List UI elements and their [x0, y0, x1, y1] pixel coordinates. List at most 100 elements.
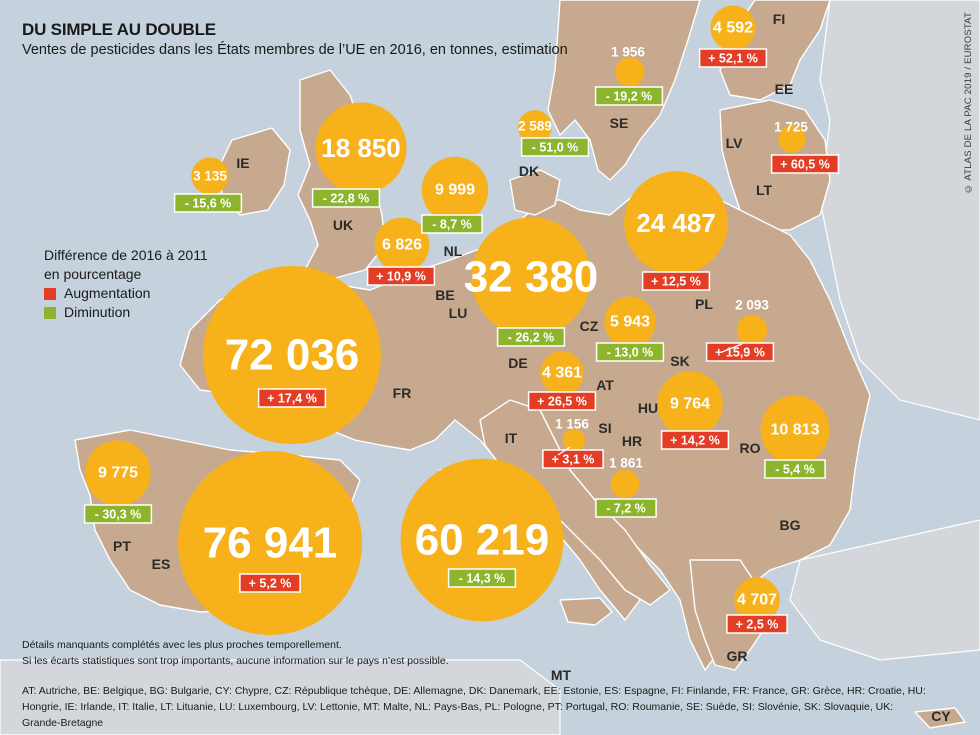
country-code-mt: MT — [551, 667, 572, 683]
notes: Détails manquants complétés avec les plu… — [22, 637, 449, 669]
change-label-cz: - 13,0 % — [607, 346, 654, 360]
country-code-lv: LV — [726, 135, 744, 151]
change-badge-layer: + 5,2 % + 17,4 % - 14,3 % - 26,2 % + 12,5 % -… — [83, 48, 840, 634]
country-code-pt: PT — [113, 538, 131, 554]
bubble-ie — [191, 157, 229, 195]
change-badge-se — [594, 86, 664, 106]
country-code-it: IT — [505, 430, 518, 446]
land-turkey — [789, 519, 980, 661]
value-label-pl: 24 487 — [636, 208, 716, 238]
change-label-uk: - 22,8 % — [323, 192, 370, 206]
land-east — [819, 0, 980, 421]
country-code-fi: FI — [773, 11, 785, 27]
source-credit: © ATLAS DE LA PAC 2019 / EUROSTAT — [963, 12, 974, 195]
change-badge-ro — [764, 459, 826, 479]
change-label-de: - 26,2 % — [508, 331, 555, 345]
legend-item-decrease: Diminution — [44, 303, 208, 322]
land-cyprus — [914, 707, 966, 729]
bubble-lt — [778, 125, 806, 153]
value-label-be: 6 826 — [382, 237, 422, 254]
change-badge-nl — [421, 214, 483, 234]
change-badge-gr — [726, 614, 788, 634]
country-code-cz: CZ — [580, 318, 599, 334]
change-label-es: + 5,2 % — [249, 577, 292, 591]
legend-label-increase: Augmentation — [64, 285, 151, 301]
leader-line-1 — [557, 446, 571, 456]
country-code-de: DE — [508, 355, 527, 371]
value-label-pt: 9 775 — [98, 465, 138, 482]
value-label-ie: 3 135 — [193, 169, 227, 184]
country-code-ro: RO — [740, 440, 761, 456]
bubble-be — [374, 217, 430, 273]
bubble-fr — [203, 266, 381, 444]
value-label-at: 4 361 — [542, 365, 582, 382]
value-label-ro: 10 813 — [771, 422, 820, 439]
country-code-si: SI — [598, 420, 611, 436]
decrease-swatch — [44, 306, 56, 319]
change-badge-at — [527, 391, 597, 411]
bubble-nl — [421, 156, 489, 224]
change-label-nl: - 8,7 % — [432, 218, 472, 232]
value-label-hr: 1 861 — [609, 456, 643, 471]
change-badge-sk — [705, 342, 775, 362]
country-code-dk: DK — [519, 163, 539, 179]
note-line-2: Si les écarts statistiques sont trop imp… — [22, 655, 449, 667]
change-label-pt: - 30,3 % — [95, 508, 142, 522]
note-line-1: Détails manquants complétés avec les plu… — [22, 639, 342, 651]
change-label-hu: + 14,2 % — [670, 434, 720, 448]
value-label-nl: 9 999 — [435, 182, 475, 199]
country-code-pl: PL — [695, 296, 713, 312]
change-label-be: + 10,9 % — [376, 270, 426, 284]
value-label-uk: 18 850 — [321, 133, 401, 163]
change-badge-pt — [83, 504, 153, 524]
legend: Différence de 2016 à 2011 en pourcentage… — [44, 246, 208, 322]
value-label-dk: 2 589 — [518, 119, 552, 134]
bubble-sk — [736, 314, 768, 346]
bubble-it — [400, 458, 564, 622]
change-label-ie: - 15,6 % — [185, 197, 232, 211]
change-badge-es — [239, 573, 301, 593]
change-badge-de — [496, 327, 566, 347]
country-code-sk: SK — [670, 353, 689, 369]
country-code-se: SE — [610, 115, 629, 131]
bubble-ro — [760, 395, 830, 465]
change-badge-be — [366, 266, 436, 286]
change-label-it: - 14,3 % — [459, 572, 506, 586]
leader-line-0 — [721, 343, 743, 353]
change-label-ro: - 5,4 % — [775, 463, 815, 477]
bubble-de — [471, 217, 591, 337]
value-label-sk: 2 093 — [735, 298, 769, 313]
change-badge-pl — [641, 271, 711, 291]
change-label-gr: + 2,5 % — [736, 618, 779, 632]
country-code-es: ES — [152, 556, 171, 572]
country-code-fr: FR — [393, 385, 412, 401]
page-subtitle: Ventes de pesticides dans les États memb… — [22, 42, 568, 58]
value-label-gr: 4 707 — [737, 592, 777, 609]
country-code-hu: HU — [638, 400, 658, 416]
country-code-hr: HR — [622, 433, 642, 449]
change-badge-fi — [698, 48, 768, 68]
bubble-pl — [624, 171, 728, 275]
land-sicily — [559, 597, 613, 626]
change-badge-hr — [595, 498, 657, 518]
legend-title-line1: Différence de 2016 à 2011 — [44, 247, 208, 263]
land-africa — [0, 659, 561, 735]
legend-item-increase: Augmentation — [44, 284, 208, 303]
country-code-nl: NL — [444, 243, 463, 259]
change-badge-dk — [520, 137, 590, 157]
change-label-pl: + 12,5 % — [651, 275, 701, 289]
bubble-es — [178, 451, 362, 635]
bubble-fi — [710, 5, 756, 51]
legend-label-decrease: Diminution — [64, 304, 131, 320]
land-denmark — [509, 169, 561, 216]
change-badge-ie — [173, 193, 243, 213]
country-code-cy: CY — [931, 708, 951, 724]
change-label-fi: + 52,1 % — [708, 52, 758, 66]
country-code-ie: IE — [236, 155, 249, 171]
change-label-fr: + 17,4 % — [267, 392, 317, 406]
change-label-hr: - 7,2 % — [606, 502, 646, 516]
country-code-at: AT — [596, 377, 614, 393]
